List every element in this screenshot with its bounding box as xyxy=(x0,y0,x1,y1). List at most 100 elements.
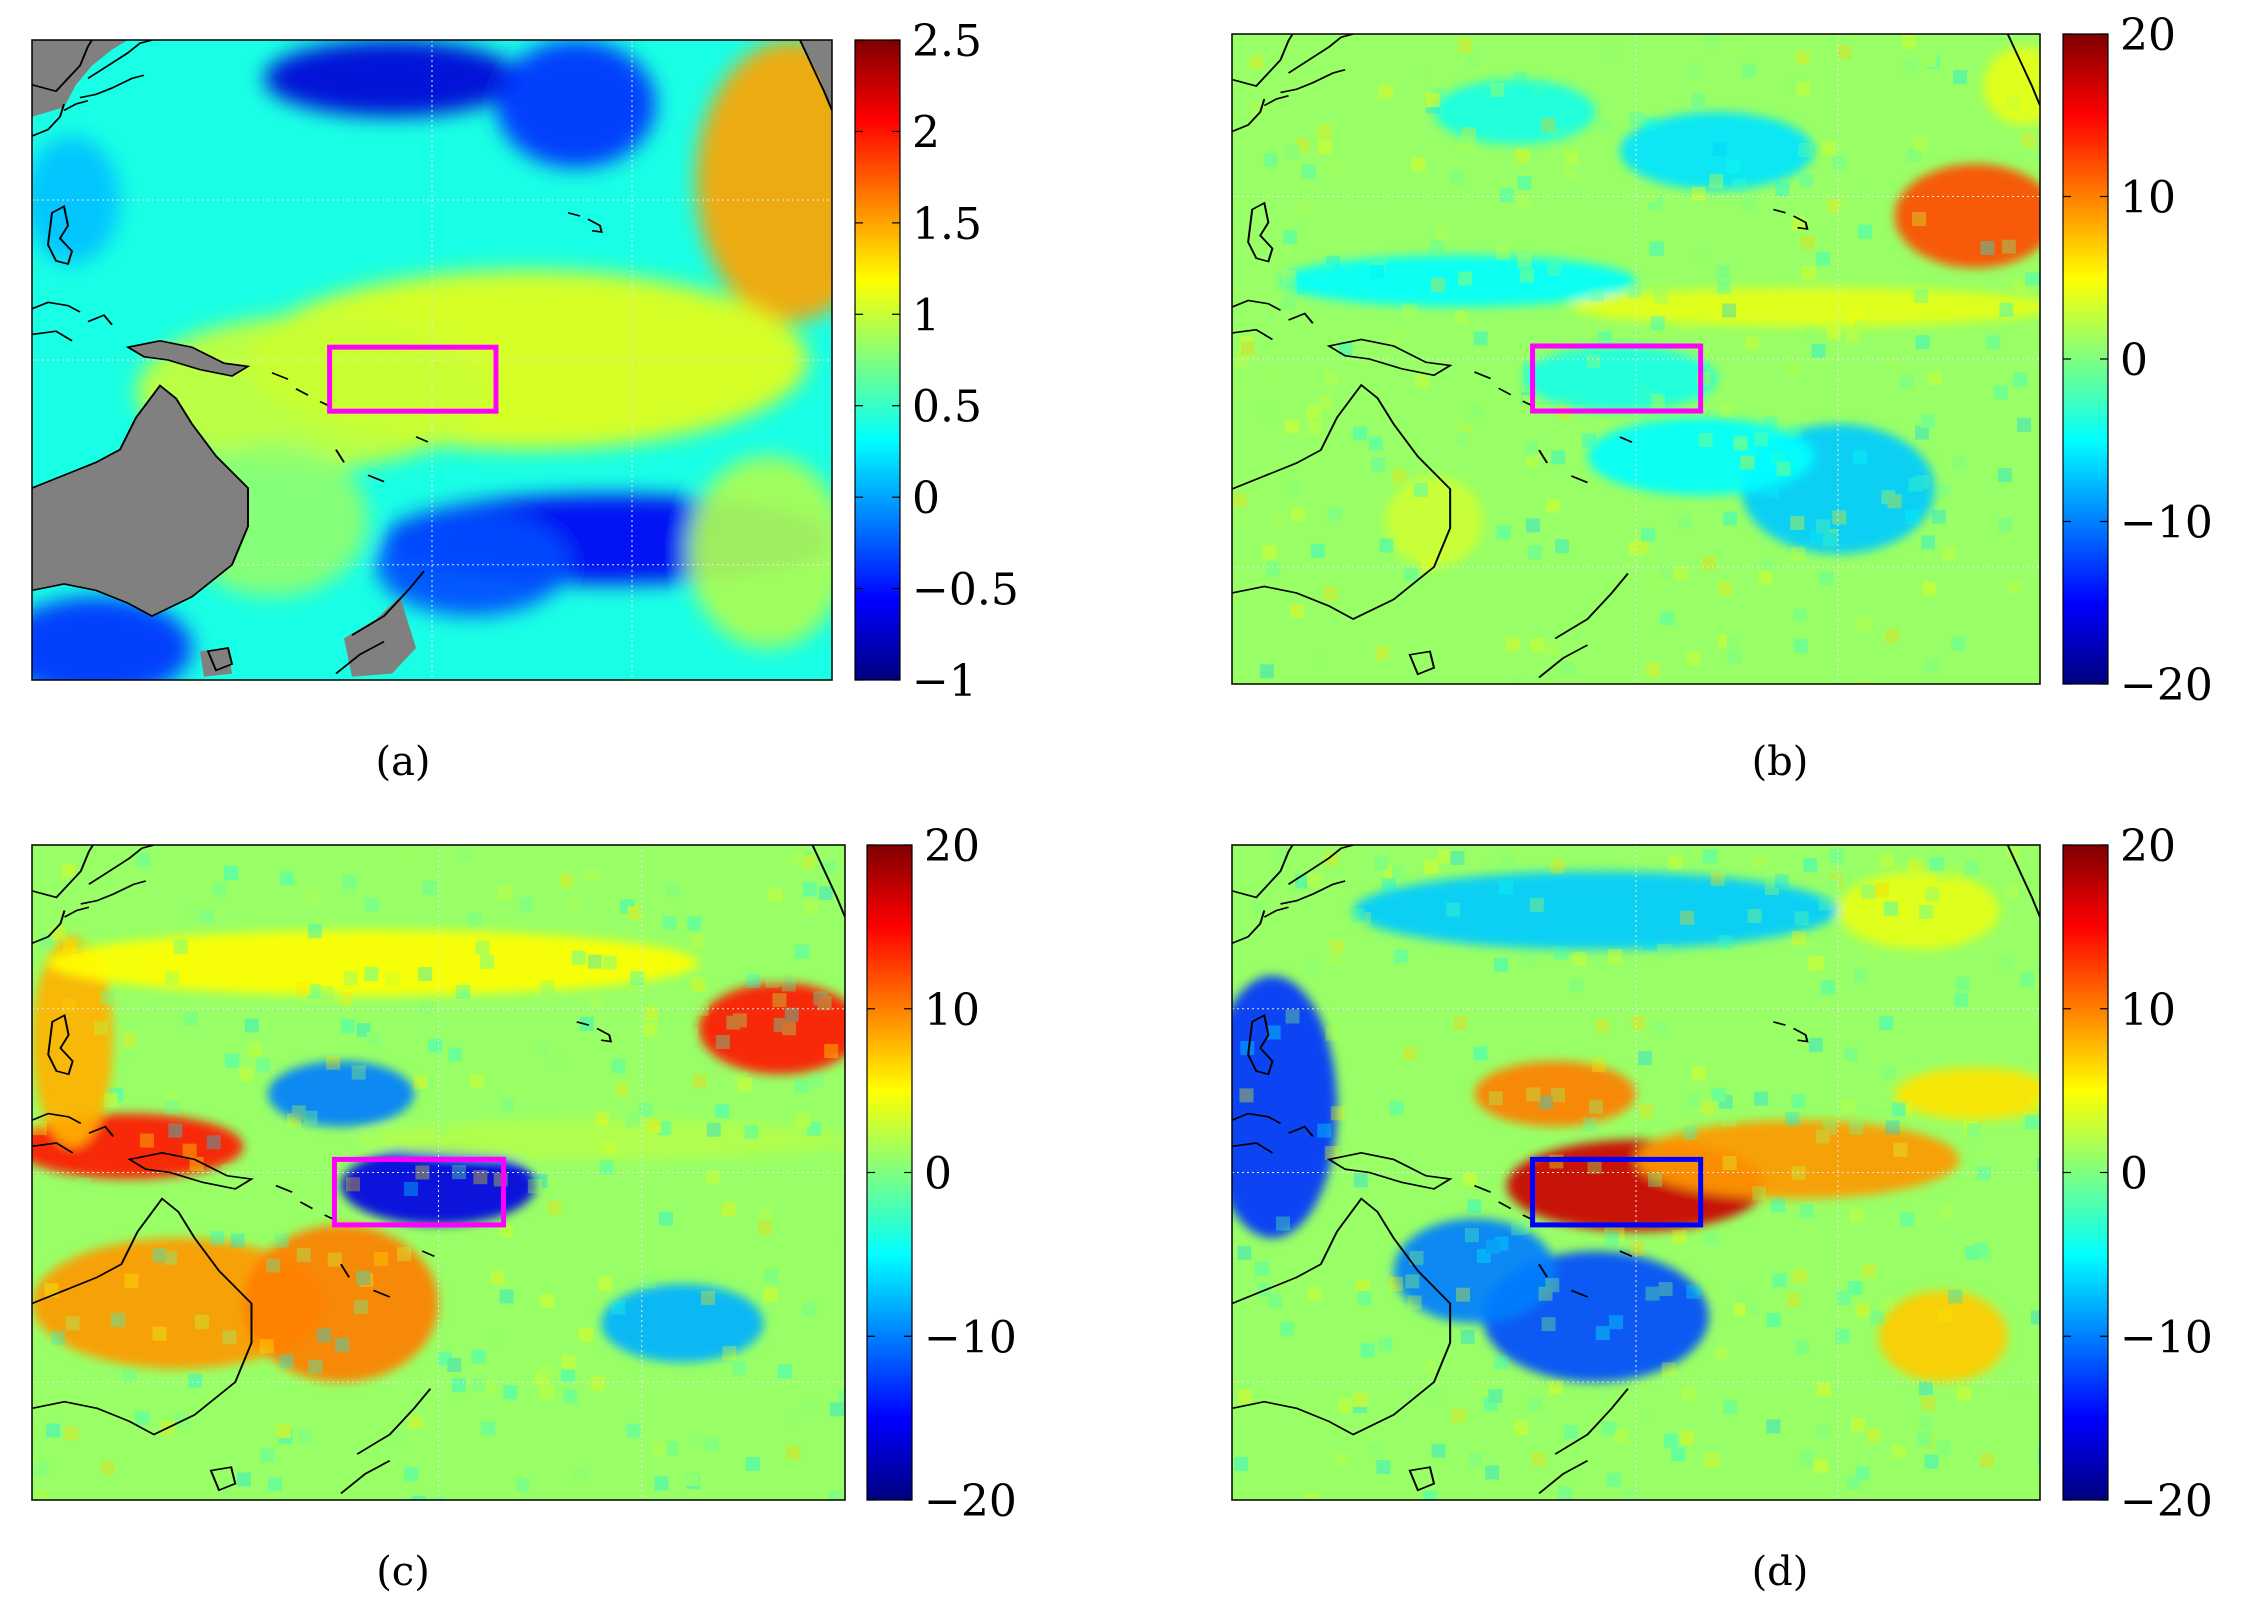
heatmap-cell xyxy=(715,1104,730,1119)
coast-korea-china xyxy=(1232,34,1294,133)
heatmap-cell xyxy=(1318,395,1333,410)
heatmap-cell xyxy=(1760,557,1775,572)
heatmap-cell xyxy=(1607,948,1622,963)
heatmap-cell xyxy=(1723,1400,1738,1415)
heatmap-cell xyxy=(1657,943,1672,958)
heatmap-cell xyxy=(1639,1104,1654,1119)
heatmap-cell xyxy=(2017,417,2032,432)
heatmap-cell xyxy=(1916,1432,1931,1447)
heatmap-cell xyxy=(1467,1199,1482,1214)
heatmap-cell xyxy=(1993,385,2008,400)
heatmap-cell xyxy=(1919,1434,1934,1449)
heatmap-cell xyxy=(1880,1297,1895,1312)
heatmap-cell xyxy=(291,1105,306,1120)
heatmap-cell xyxy=(1262,545,1277,560)
heatmap-cell xyxy=(1828,874,1843,889)
heatmap-cell xyxy=(1284,419,1299,434)
heatmap-cell xyxy=(471,1349,486,1364)
heatmap-cell xyxy=(1443,590,1458,605)
heatmap-cell xyxy=(2010,1380,2025,1395)
heatmap-cell xyxy=(1800,235,1815,250)
heatmap-cell xyxy=(1404,567,1419,582)
heatmap-cell xyxy=(188,1373,203,1388)
heatmap-cell xyxy=(1368,1444,1383,1459)
heatmap-cell xyxy=(351,1065,366,1080)
heatmap-cell xyxy=(1485,1239,1500,1254)
heatmap-cell xyxy=(1266,1025,1281,1040)
heatmap-anomaly xyxy=(688,456,832,648)
heatmap-cell xyxy=(704,1436,719,1451)
heatmap-cell xyxy=(1818,896,1833,911)
heatmap-cell xyxy=(435,1123,450,1138)
heatmap-cell xyxy=(1558,1486,1573,1500)
heatmap-cell xyxy=(1733,1302,1748,1317)
heatmap-cell xyxy=(274,1233,289,1248)
heatmap-cell xyxy=(733,1072,748,1087)
heatmap-cell xyxy=(540,980,555,995)
heatmap-cell xyxy=(1849,1120,1864,1135)
coast-australia xyxy=(32,1197,253,1436)
heatmap-cell xyxy=(1973,1242,1988,1257)
heatmap-cell xyxy=(1456,430,1471,445)
heatmap-cell xyxy=(1389,1101,1404,1116)
heatmap-cell xyxy=(93,1021,108,1036)
coast-tasmania xyxy=(1408,1466,1436,1492)
heatmap-cell xyxy=(1891,1444,1906,1459)
heatmap-cell xyxy=(2039,1194,2040,1209)
heatmap-cell xyxy=(448,1047,463,1062)
heatmap-cell xyxy=(368,1128,383,1143)
heatmap-cell xyxy=(256,1058,271,1073)
heatmap-cell xyxy=(136,852,151,867)
heatmap-cell xyxy=(1937,483,1952,498)
heatmap-cell xyxy=(1986,335,2001,350)
heatmap-cell xyxy=(1942,546,1957,561)
heatmap-cell xyxy=(659,1211,674,1226)
heatmap-cell xyxy=(338,991,353,1006)
heatmap-area xyxy=(1232,845,2040,1500)
heatmap-anomaly xyxy=(1619,112,1814,190)
heatmap-anomaly xyxy=(1587,417,1814,496)
heatmap-cell xyxy=(1473,331,1488,346)
heatmap-cell xyxy=(396,1247,411,1262)
coast-philippines xyxy=(46,205,74,266)
heatmap-cell xyxy=(1799,1451,1814,1466)
axes-frame xyxy=(31,844,846,1501)
heatmap-cell xyxy=(1273,379,1288,394)
heatmap-cell xyxy=(773,1017,788,1032)
heatmap-cell xyxy=(1451,1408,1466,1423)
coast-hawaii xyxy=(1773,1021,1809,1043)
heatmap-cell xyxy=(1610,1226,1625,1241)
heatmap-cell xyxy=(797,852,812,867)
heatmap-cell xyxy=(1450,850,1465,865)
heatmap-cell xyxy=(1879,1016,1894,1031)
grid xyxy=(32,40,832,680)
heatmap-cell xyxy=(1719,634,1734,649)
coast-new-guinea xyxy=(125,339,251,377)
heatmap-cell xyxy=(1736,1289,1751,1304)
heatmap-anomaly xyxy=(1983,47,2040,125)
heatmap-cell xyxy=(578,1327,593,1342)
heatmap-cell xyxy=(1468,1496,1483,1500)
heatmap-cell xyxy=(1781,1056,1796,1071)
heatmap-anomaly xyxy=(1636,1120,1960,1199)
heatmap-cell xyxy=(139,1133,154,1148)
heatmap-cell xyxy=(475,940,490,955)
heatmap-anomaly xyxy=(243,1224,439,1383)
heatmap-cell xyxy=(1881,1065,1896,1080)
heatmap-cell xyxy=(786,1445,801,1460)
heatmap-cell xyxy=(1858,224,1873,239)
panel-d: 20 10 0 −10 −20 (d) xyxy=(1231,821,2213,1595)
panel-c: 20 10 0 −10 −20 (c) xyxy=(31,821,1017,1595)
heatmap-cell xyxy=(1883,355,1898,370)
heatmap-cell xyxy=(1929,857,1944,872)
heatmap-cell xyxy=(1649,241,1664,256)
heatmap-cell xyxy=(1792,1269,1807,1284)
heatmap-cell xyxy=(1297,200,1312,215)
heatmap-cell xyxy=(335,1337,350,1352)
heatmap-cell xyxy=(303,1110,318,1125)
heatmap-cell xyxy=(1788,454,1803,469)
heatmap-cell xyxy=(1597,331,1612,346)
heatmap-cell xyxy=(1787,423,1802,438)
heatmap-cell xyxy=(1672,1230,1687,1245)
coast-indonesia xyxy=(1232,1112,1314,1154)
